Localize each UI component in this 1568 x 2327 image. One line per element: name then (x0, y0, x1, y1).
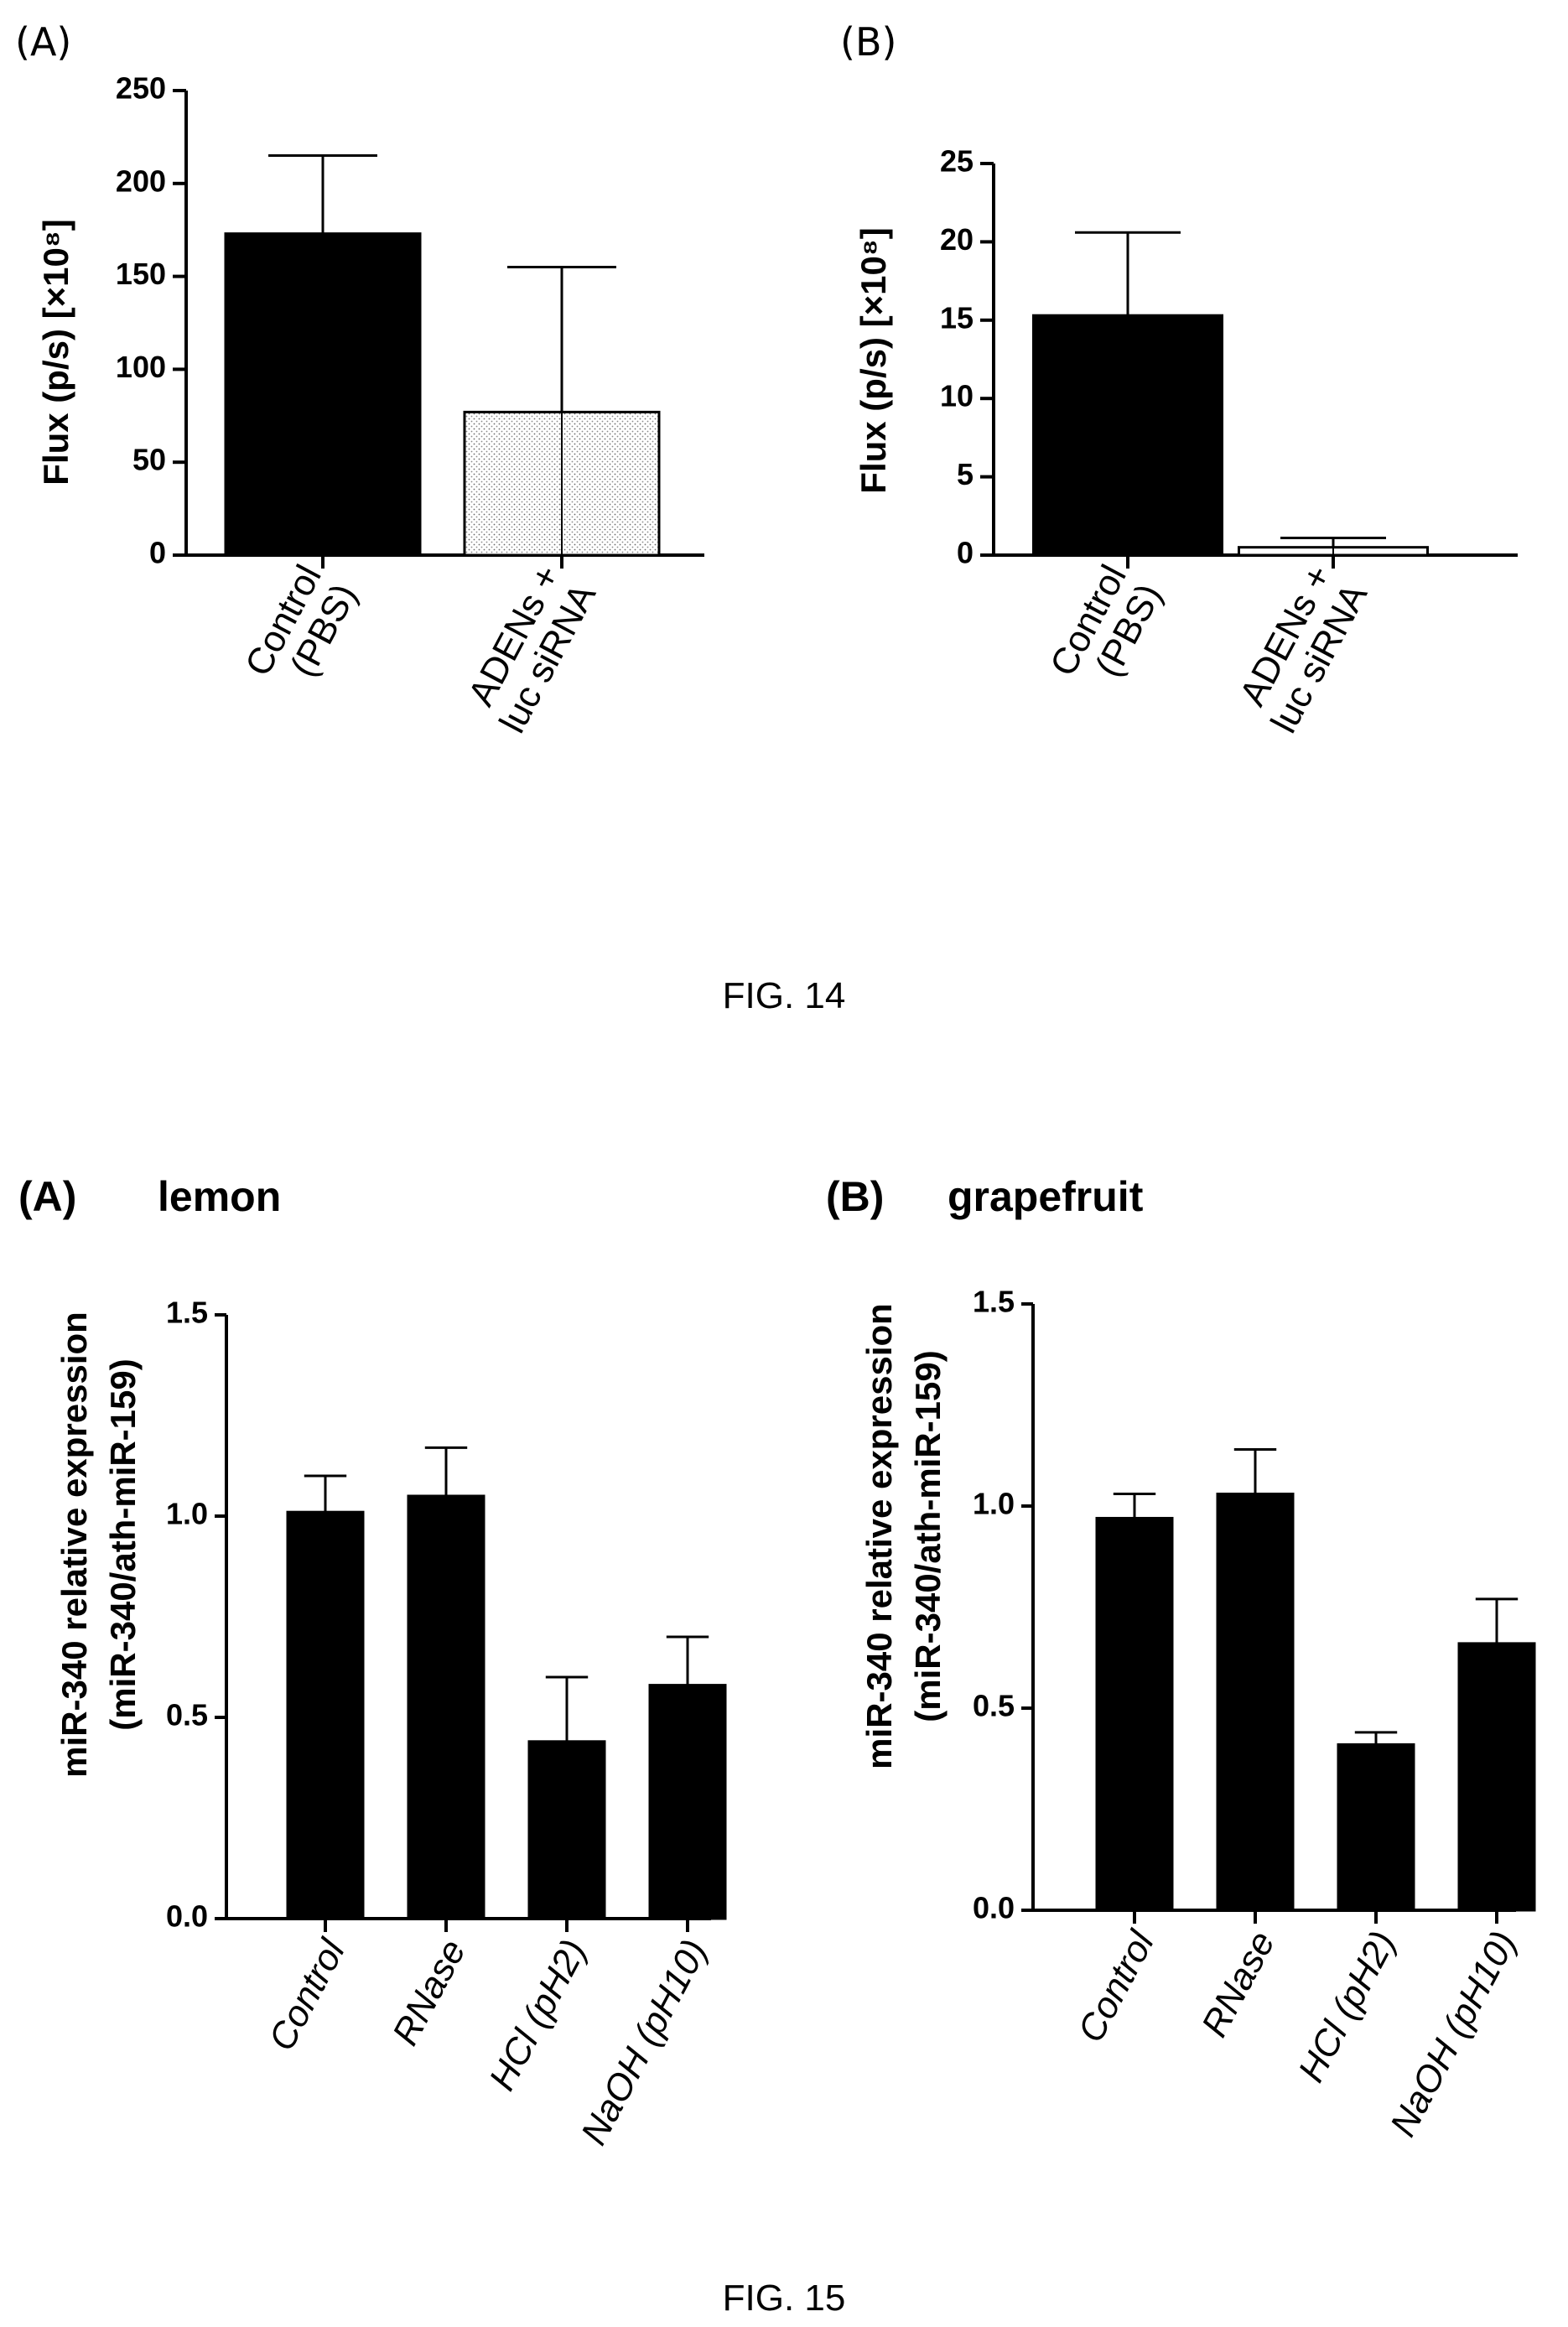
x-tick-label-line: RNase (385, 1933, 474, 2052)
bar (648, 1684, 727, 1920)
y-tick-label: 10 (940, 379, 974, 413)
y-tick-label: 0.0 (166, 1899, 208, 1934)
figure-caption: FIG. 15 (723, 2278, 846, 2319)
y-tick-label: 50 (132, 443, 166, 477)
x-tick-label: Control(PBS) (237, 558, 365, 683)
y-axis-label-secondary: (miR-340/ath-miR-159) (103, 1358, 143, 1730)
y-tick-label: 200 (116, 164, 166, 198)
x-tick-label: NaOH (pH10) (1383, 1924, 1525, 2143)
y-tick-label: 0 (957, 536, 974, 570)
y-axis-label: Flux (p/s) [×10⁸] (854, 227, 893, 493)
x-tick-label-line: Control (1070, 1924, 1162, 2049)
y-tick-label: 1.0 (973, 1487, 1015, 1521)
y-tick-label: 1.0 (166, 1497, 208, 1531)
y-tick-label: 1.5 (166, 1296, 208, 1330)
x-tick-label: NaOH (pH10) (574, 1933, 716, 2151)
y-tick-label: 100 (116, 350, 166, 384)
x-tick-label-line: NaOH (pH10) (574, 1933, 716, 2151)
x-tick-label: ADENs +luc siRNA (460, 558, 604, 740)
bar (1095, 1516, 1174, 1912)
chart-title: lemon (158, 1173, 281, 1220)
figure-caption: FIG. 14 (723, 975, 846, 1016)
x-tick-label-line: Control (261, 1932, 353, 2057)
y-axis-label-secondary: (miR-340/ath-miR-159) (908, 1350, 948, 1722)
bar (1216, 1493, 1295, 1912)
x-tick-label: HCl (pH2) (1290, 1924, 1404, 2089)
y-tick-label: 25 (940, 144, 974, 179)
fig15-panel-b-chart: (B) grapefruit miR-340 relative expressi… (826, 1173, 1536, 2143)
x-tick-label-line: HCl (pH2) (1290, 1924, 1404, 2089)
bar (1457, 1642, 1536, 1912)
y-tick-label: 250 (116, 71, 166, 106)
chart-title: grapefruit (948, 1173, 1144, 1220)
x-tick-label: RNase (1194, 1924, 1283, 2044)
bar (224, 232, 422, 557)
x-tick-label: Control(PBS) (1042, 558, 1170, 683)
panel-label: (A) (15, 19, 71, 65)
x-tick-label: Control (261, 1932, 353, 2057)
x-tick-label-line: RNase (1194, 1924, 1283, 2044)
bar (286, 1510, 365, 1920)
panel-label: (B) (826, 1173, 884, 1220)
y-tick-label: 1.5 (973, 1285, 1015, 1319)
bar (1337, 1743, 1415, 1912)
fig14-panel-b-chart: (B) Flux (p/s) [×10⁸] 0 5 10 15 20 25 Control(… (840, 19, 1518, 740)
y-axis-label: miR-340 relative expression (859, 1303, 899, 1769)
bar (527, 1740, 606, 1920)
x-tick-label: Control (1070, 1924, 1162, 2049)
fig15-panel-a-chart: (A) lemon miR-340 relative expression (m… (18, 1173, 727, 2152)
bar (1032, 314, 1223, 557)
bar (407, 1494, 485, 1920)
y-tick-label: 150 (116, 257, 166, 291)
y-tick-label: 0.0 (973, 1891, 1015, 1925)
fig14-panel-a-chart: (A) Flux (p/s) [×10⁸] 0 50 100 150 200 250 Con… (15, 19, 704, 740)
y-tick-label: 15 (940, 300, 974, 335)
y-axis-label: Flux (p/s) [×10⁸] (36, 219, 75, 485)
x-tick-label: HCl (pH2) (481, 1933, 594, 2097)
x-tick-label-line: NaOH (pH10) (1383, 1924, 1525, 2143)
y-tick-label: 0.5 (973, 1689, 1015, 1723)
y-tick-label: 0 (149, 536, 166, 570)
y-tick-label: 5 (957, 457, 974, 491)
y-axis-label: miR-340 relative expression (55, 1312, 94, 1778)
x-tick-label: RNase (385, 1933, 474, 2052)
panel-label: (B) (840, 19, 896, 65)
panel-label: (A) (18, 1173, 76, 1220)
y-tick-label: 20 (940, 222, 974, 257)
x-tick-label: ADENs +luc siRNA (1232, 558, 1375, 740)
x-tick-label-line: HCl (pH2) (481, 1933, 594, 2097)
y-tick-label: 0.5 (166, 1698, 208, 1732)
